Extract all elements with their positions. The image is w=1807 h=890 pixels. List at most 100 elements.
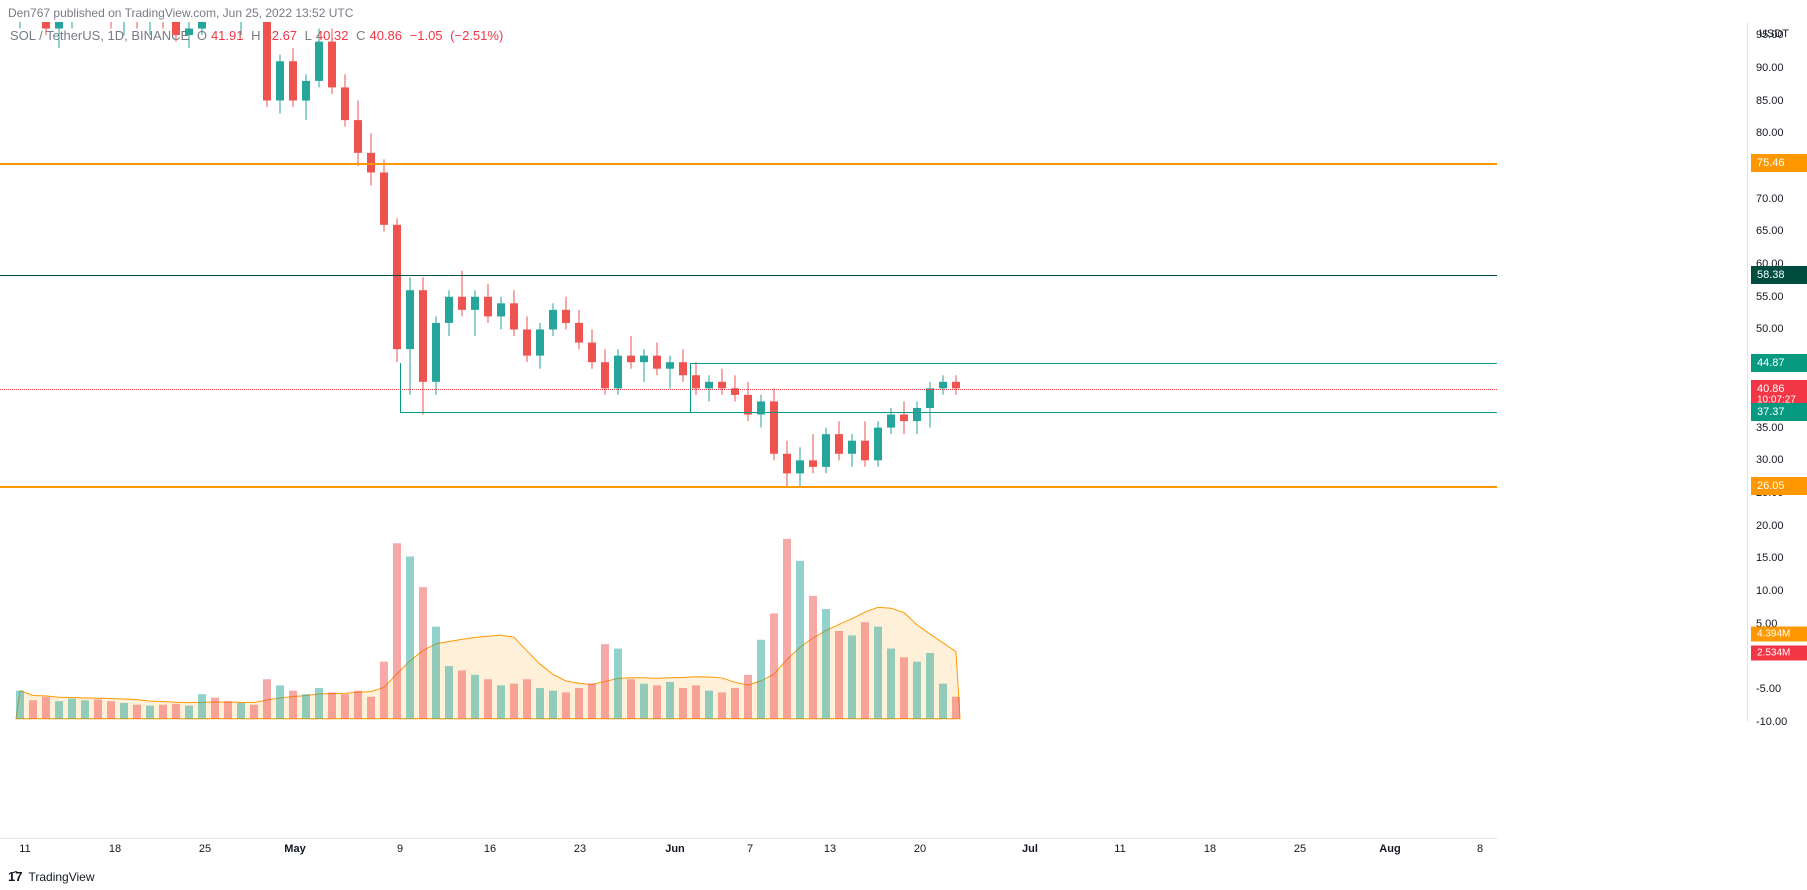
volume-bar [588, 684, 596, 719]
volume-bar [237, 703, 245, 719]
horizontal-line[interactable] [400, 412, 1497, 413]
price-tick: 55.00 [1756, 291, 1784, 303]
volume-bar [601, 644, 609, 719]
volume-bar [497, 685, 505, 718]
volume-bar [211, 698, 219, 719]
time-tick: Jun [665, 843, 685, 855]
horizontal-line[interactable] [0, 275, 1497, 276]
candle-body [198, 22, 206, 29]
candle-body [952, 382, 960, 389]
time-tick: 9 [397, 843, 403, 855]
price-tick: 15.00 [1756, 552, 1784, 564]
price-tick: 50.00 [1756, 323, 1784, 335]
volume-bar [848, 635, 856, 718]
time-tick: Aug [1379, 843, 1400, 855]
volume-bar [562, 692, 570, 718]
volume-bar [250, 705, 258, 719]
volume-bar [380, 662, 388, 719]
price-marker-label: 44.87 [1751, 354, 1807, 372]
candle-body [939, 382, 947, 389]
candle-body [406, 290, 414, 349]
candle-body [328, 42, 336, 88]
price-tick: 95.00 [1756, 29, 1784, 41]
candle-body [848, 441, 856, 454]
price-tick: 70.00 [1756, 193, 1784, 205]
volume-bar [653, 685, 661, 718]
volume-bar [393, 543, 401, 718]
tradingview-logo-icon: 1҄7 [8, 869, 22, 884]
volume-bar [471, 675, 479, 719]
price-tick: 65.00 [1756, 225, 1784, 237]
candle-body [510, 303, 518, 329]
volume-bar [445, 666, 453, 719]
candle-body [445, 297, 453, 323]
horizontal-line[interactable] [0, 486, 1497, 488]
price-tick: 10.00 [1756, 585, 1784, 597]
candle-body [653, 356, 661, 369]
price-marker-label: 37.37 [1751, 403, 1807, 421]
horizontal-line[interactable] [0, 389, 1497, 390]
price-marker-label: 4.394M [1751, 626, 1807, 641]
candle-body [419, 290, 427, 382]
volume-bar [549, 691, 557, 719]
price-axis[interactable]: 95.0090.0085.0080.0075.0070.0065.0060.00… [1747, 22, 1807, 722]
box-side [400, 363, 401, 412]
chart-area[interactable] [0, 22, 1497, 722]
candle-body [289, 61, 297, 100]
candle-body [692, 375, 700, 388]
time-axis[interactable]: 111825May91623Jun71320Jul111825Aug8 [0, 838, 1497, 862]
volume-bar [94, 699, 102, 718]
candle-body [393, 225, 401, 349]
box-side [690, 363, 691, 412]
volume-bar [328, 692, 336, 718]
candle-body [471, 297, 479, 310]
volume-bar [835, 631, 843, 719]
price-tick: 20.00 [1756, 520, 1784, 532]
horizontal-line[interactable] [690, 363, 1497, 364]
volume-bar [406, 556, 414, 718]
volume-bar [341, 694, 349, 719]
volume-bar [484, 679, 492, 718]
time-tick: 13 [824, 843, 836, 855]
volume-bar [302, 694, 310, 719]
horizontal-line[interactable] [0, 163, 1497, 165]
candle-body [614, 356, 622, 389]
volume-bar [289, 691, 297, 719]
candle-body [276, 61, 284, 100]
volume-bar [796, 561, 804, 719]
time-tick: 20 [914, 843, 926, 855]
volume-bar [939, 684, 947, 719]
time-tick: 7 [747, 843, 753, 855]
volume-bar [146, 706, 154, 719]
volume-bar [679, 688, 687, 719]
candle-body [354, 120, 362, 153]
volume-bar [458, 670, 466, 718]
volume-bar [42, 697, 50, 719]
volume-bar [640, 684, 648, 719]
candle-body [900, 415, 908, 422]
time-tick: 18 [1204, 843, 1216, 855]
candle-body [42, 22, 50, 29]
candle-body [705, 382, 713, 389]
time-tick: May [284, 843, 305, 855]
candle-body [302, 81, 310, 101]
volume-bar [16, 691, 24, 719]
volume-bar [887, 649, 895, 719]
volume-bar [133, 705, 141, 719]
price-tick: 35.00 [1756, 422, 1784, 434]
volume-bar [354, 691, 362, 719]
volume-bar [822, 609, 830, 719]
candle-body [185, 29, 193, 36]
volume-bar [731, 688, 739, 719]
candle-body [601, 362, 609, 388]
volume-bar [666, 682, 674, 719]
volume-bar [198, 694, 206, 719]
candle-body [874, 428, 882, 461]
volume-bar [523, 679, 531, 718]
volume-bar [315, 688, 323, 719]
volume-bar [367, 697, 375, 719]
volume-bar [874, 627, 882, 719]
candle-body [770, 401, 778, 453]
price-marker-label: 75.46 [1751, 154, 1807, 172]
volume-bar [952, 697, 960, 719]
